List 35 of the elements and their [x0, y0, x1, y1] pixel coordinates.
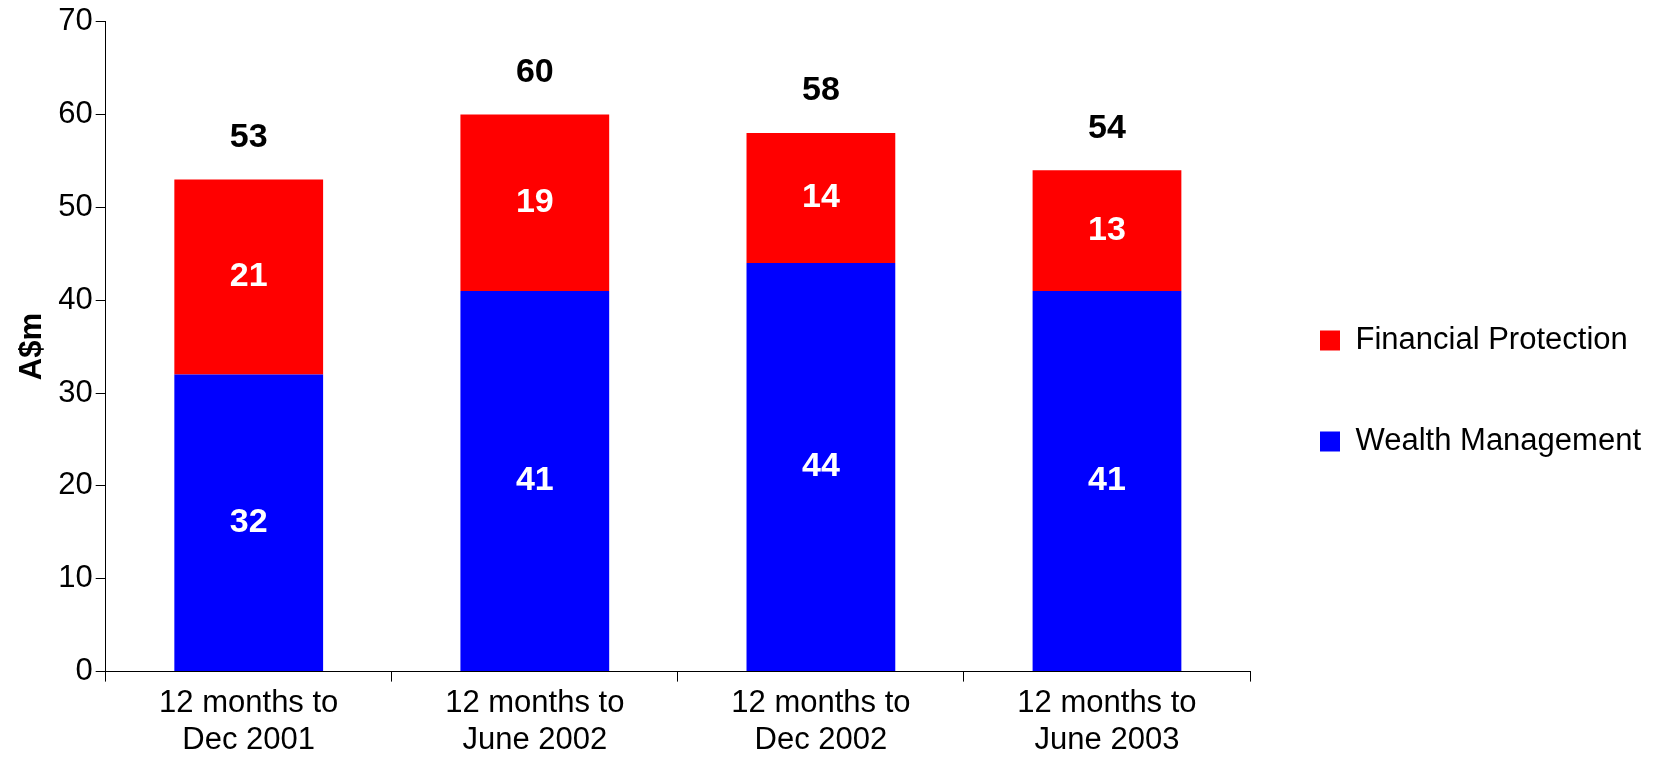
y-tick-label: 0 — [75, 652, 93, 688]
legend-label: Wealth Management — [1355, 422, 1642, 458]
data-label: 14 — [801, 176, 840, 215]
y-tick-label: 10 — [58, 559, 93, 595]
data-label: 41 — [1088, 459, 1126, 498]
data-label: 41 — [515, 459, 554, 498]
y-axis-title: A$m — [13, 313, 49, 381]
data-label: 13 — [1088, 208, 1126, 247]
bar — [1032, 290, 1182, 672]
y-tick-label: 30 — [58, 373, 93, 409]
y-tick-label: 40 — [58, 280, 93, 316]
bar — [746, 263, 896, 672]
data-label: 21 — [229, 255, 268, 294]
data-label: 44 — [801, 445, 840, 484]
bar — [460, 290, 610, 672]
bar — [460, 114, 610, 291]
x-tick-label: 12 months to Dec 2002 — [731, 683, 911, 756]
y-tick-label: 50 — [58, 187, 93, 223]
y-tick-label: 20 — [58, 466, 93, 502]
data-label: 32 — [229, 501, 268, 540]
bar — [1032, 170, 1182, 291]
y-tick-label: 60 — [58, 95, 93, 130]
total-label: 54 — [1088, 106, 1126, 145]
legend-label: Financial Protection — [1355, 321, 1628, 357]
total-label: 58 — [801, 69, 840, 108]
bar — [746, 133, 896, 264]
bar — [174, 374, 324, 672]
bar — [174, 179, 324, 375]
data-label: 19 — [515, 181, 554, 220]
total-label: 53 — [229, 115, 268, 154]
x-tick-label: 12 months to Dec 2001 — [159, 683, 339, 756]
x-tick-label: 12 months to June 2002 — [445, 683, 625, 756]
x-tick-label: 12 months to June 2003 — [1017, 683, 1197, 756]
y-tick-label: 70 — [58, 2, 93, 38]
total-label: 60 — [515, 50, 554, 89]
